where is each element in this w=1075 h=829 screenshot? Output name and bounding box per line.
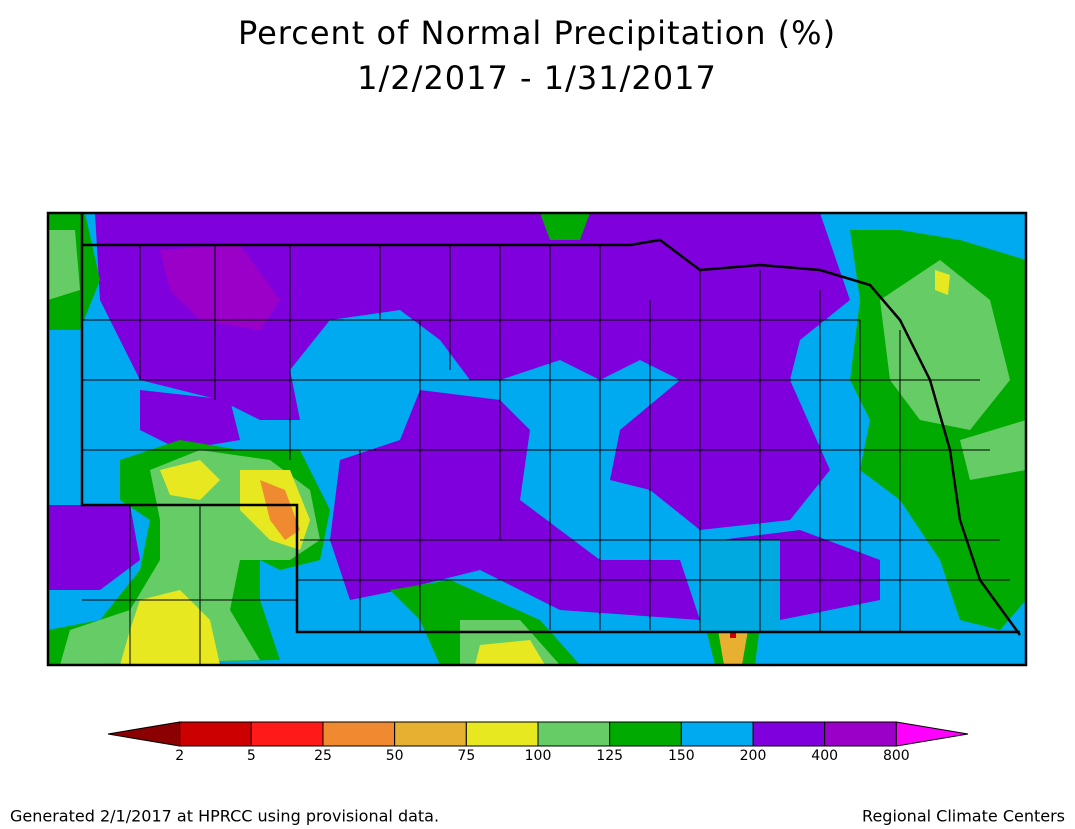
legend-label: 400 — [811, 748, 838, 764]
legend-label: 25 — [314, 748, 332, 764]
map-subtitle: 1/2/2017 - 1/31/2017 — [357, 59, 717, 97]
legend-label: 75 — [457, 748, 475, 764]
map — [48, 213, 1026, 665]
legend-swatch — [322, 721, 396, 747]
footer-left: Generated 2/1/2017 at HPRCC using provis… — [10, 807, 439, 826]
legend-label: 2 — [175, 748, 184, 764]
legend-label: 50 — [386, 748, 404, 764]
legend-swatch — [250, 721, 324, 747]
legend-label: 150 — [668, 748, 695, 764]
legend-label: 5 — [247, 748, 256, 764]
legend-swatch — [824, 721, 897, 747]
map-title: Percent of Normal Precipitation (%) — [238, 14, 836, 52]
legend: 2 5 25 50 75 100 125 150 200 400 800 — [107, 721, 969, 764]
legend-swatch — [895, 721, 969, 747]
legend-label: 200 — [740, 748, 767, 764]
legend-swatch — [394, 721, 467, 747]
map-frame — [46, 211, 1028, 667]
legend-swatch — [179, 721, 252, 747]
footer-right: Regional Climate Centers — [862, 807, 1065, 826]
legend-swatch — [465, 721, 539, 747]
legend-swatch — [752, 721, 826, 747]
legend-swatch — [537, 721, 611, 747]
legend-swatch — [609, 721, 682, 747]
legend-label: 800 — [883, 748, 910, 764]
legend-swatch — [680, 721, 754, 747]
legend-label: 100 — [525, 748, 552, 764]
legend-label: 125 — [596, 748, 623, 764]
legend-swatch — [107, 721, 181, 747]
